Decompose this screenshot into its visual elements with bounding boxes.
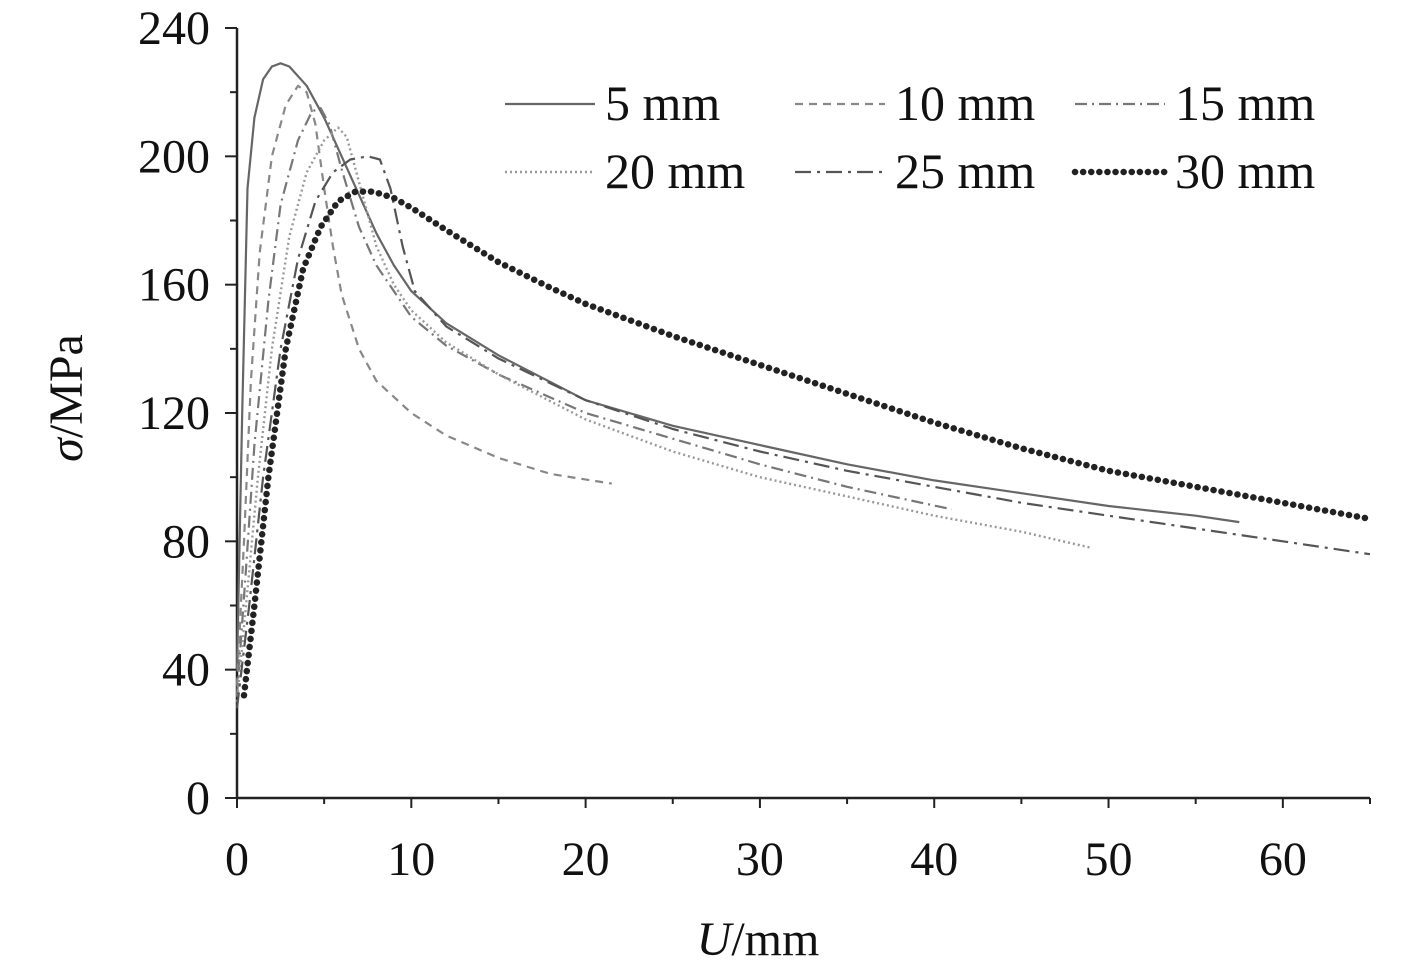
legend-label: 20 mm — [605, 143, 745, 199]
series-line-5-mm — [235, 62, 1240, 670]
y-tick-label: 200 — [138, 130, 210, 183]
series-line-25-mm — [235, 155, 1371, 709]
y-tick-label: 80 — [162, 515, 210, 568]
y-tick-label: 160 — [138, 259, 210, 312]
x-axis-unit: /mm — [731, 913, 819, 966]
series-line-15-mm — [235, 107, 952, 696]
x-tick-label: 60 — [1259, 833, 1307, 886]
axis-labels: U/mm σ/MPa — [40, 334, 819, 966]
y-axis-unit: /MPa — [40, 334, 93, 438]
y-tick-label: 0 — [186, 772, 210, 825]
legend-label: 15 mm — [1175, 75, 1315, 131]
y-axis-label: σ/MPa — [40, 334, 93, 462]
series-line-20-mm — [235, 126, 1092, 702]
legend-label: 5 mm — [605, 75, 720, 131]
axes: 0 10 20 30 40 50 60 0 40 80 120 160 200 240 — [138, 2, 1371, 886]
series-lines — [235, 62, 1374, 709]
x-axis-label: U/mm — [697, 913, 820, 966]
legend-label: 10 mm — [895, 75, 1035, 131]
y-tick-label: 40 — [162, 644, 210, 697]
legend: 5 mm 10 mm 15 mm 20 mm 25 mm 30 mm — [505, 75, 1315, 199]
series-line-30-mm — [240, 188, 1374, 699]
y-tick-label: 120 — [138, 387, 210, 440]
y-axis-variable: σ — [40, 436, 93, 462]
x-tick-label: 20 — [562, 833, 610, 886]
legend-label: 25 mm — [895, 143, 1035, 199]
x-tick-label: 10 — [387, 833, 435, 886]
y-tick-label: 240 — [138, 2, 210, 55]
x-tick-label: 0 — [225, 833, 249, 886]
legend-label: 30 mm — [1175, 143, 1315, 199]
x-tick-label: 30 — [736, 833, 784, 886]
x-tick-label: 50 — [1085, 833, 1133, 886]
x-axis-variable: U — [697, 913, 735, 966]
x-tick-label: 40 — [910, 833, 958, 886]
